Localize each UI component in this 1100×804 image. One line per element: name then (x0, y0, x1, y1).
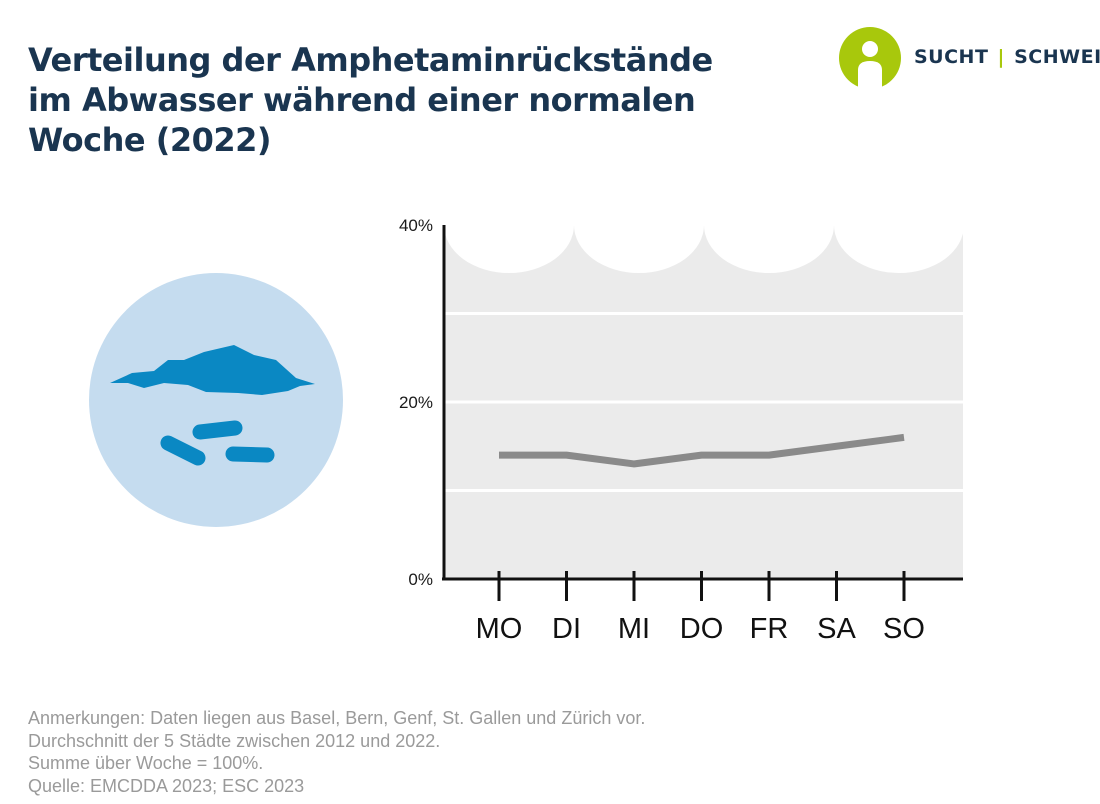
x-label-so: SO (883, 613, 925, 645)
logo-text-right: SCHWEIZ (1014, 46, 1100, 68)
pill-shape-2 (192, 420, 243, 440)
pill-water-icon (89, 273, 343, 527)
y-tick-label-40: 40% (399, 216, 433, 235)
scallop-3 (704, 225, 834, 273)
y-tick-label-20: 20% (399, 393, 433, 412)
title-line-1: Verteilung der Amphetaminrückstände (28, 41, 713, 79)
title-line-2: im Abwasser während einer normalen (28, 81, 696, 119)
x-label-mi: MI (618, 613, 650, 645)
x-label-do: DO (680, 613, 724, 645)
illustration (88, 272, 344, 528)
logo-head (862, 41, 878, 57)
logo-text: SUCHT | SCHWEIZ (914, 46, 1100, 68)
powder-pile-shape (110, 345, 315, 395)
x-label-sa: SA (817, 613, 856, 645)
note-line-1: Anmerkungen: Daten liegen aus Basel, Ber… (28, 708, 646, 728)
note-line-2: Durchschnitt der 5 Städte zwischen 2012 … (28, 730, 441, 751)
scallop-2 (574, 225, 704, 273)
x-label-mo: MO (476, 613, 523, 645)
x-ticks: MO DI MI DO FR SA SO (476, 571, 925, 645)
title-line-3: Woche (2022) (28, 121, 272, 159)
chart-title: Verteilung der Amphetaminrückstände im A… (28, 40, 748, 160)
logo-person-icon (839, 27, 901, 90)
y-tick-labels: 0% 20% 40% (399, 216, 433, 589)
logo-separator: | (997, 46, 1005, 68)
line-chart: 0% 20% 40% MO DI MI DO FR SA SO (380, 205, 980, 660)
scallop-4 (834, 225, 963, 273)
scallop-1 (444, 225, 574, 273)
logo-circle (839, 27, 901, 89)
logo-text-left: SUCHT (914, 46, 989, 68)
series-line (499, 433, 905, 468)
x-label-fr: FR (750, 613, 789, 645)
chart-svg: 0% 20% 40% MO DI MI DO FR SA SO (399, 216, 963, 645)
gridlines (445, 312, 963, 492)
logo-body (858, 61, 882, 90)
logo: SUCHT | SCHWEIZ (838, 26, 1100, 90)
plot-top-scallops (444, 225, 963, 273)
note-line-4: Quelle: EMCDDA 2023; ESC 2023 (28, 775, 305, 796)
y-tick-label-0: 0% (408, 570, 433, 589)
illustration-circle (89, 273, 343, 527)
chart-notes: Anmerkungen: Daten liegen aus Basel, Ber… (28, 707, 928, 797)
x-label-di: DI (552, 613, 581, 645)
note-line-3: Summe über Woche = 100%. (28, 753, 264, 773)
pill-shape-3 (225, 446, 275, 463)
pill-shape-1 (160, 435, 206, 466)
